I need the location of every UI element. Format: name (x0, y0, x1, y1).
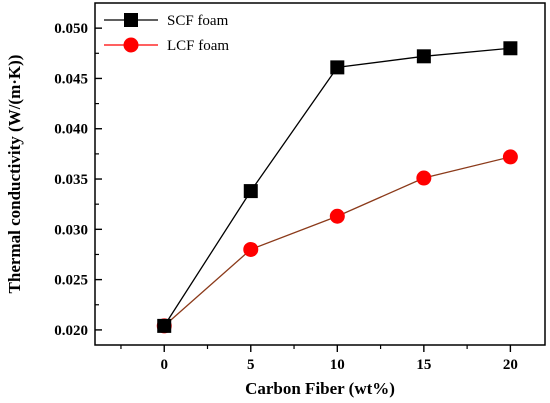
series-layer (156, 41, 518, 334)
x-tick-label: 0 (160, 357, 168, 373)
x-tick-label: 20 (503, 357, 518, 373)
series-line (163, 47, 511, 327)
data-point-circle (329, 208, 345, 224)
data-point-circle (502, 149, 518, 165)
y-tick-label: 0.020 (54, 323, 88, 339)
legend-marker-circle (123, 37, 139, 53)
y-axis-title: Thermal conductivity (W/(m·K)) (5, 55, 24, 294)
y-tick-label: 0.030 (54, 222, 88, 238)
x-axis-title: Carbon Fiber (wt%) (245, 379, 395, 398)
plot-frame (94, 2, 546, 346)
axes: 0.020 0.025 0.030 0.035 0.040 0.045 0.050 0 5 10 1… (54, 21, 518, 373)
legend-entry: LCF foam (104, 37, 229, 54)
y-tick-label: 0.050 (54, 21, 88, 37)
data-point-square (416, 49, 431, 64)
y-tick-label: 0.035 (54, 172, 88, 188)
data-point-circle (243, 241, 259, 257)
legend-label: LCF foam (167, 38, 229, 54)
data-point-square (157, 318, 172, 333)
data-point-circle (416, 170, 432, 186)
series-lcf-foam (156, 149, 518, 334)
data-point-square (330, 60, 345, 75)
data-point-square (503, 41, 518, 56)
legend-label: SCF foam (167, 13, 229, 29)
legend: SCF foam LCF foam (104, 13, 229, 54)
x-tick-label: 10 (330, 357, 345, 373)
series-scf-foam (157, 41, 518, 333)
x-tick-label: 15 (416, 357, 431, 373)
data-point-square (243, 184, 258, 199)
legend-entry: SCF foam (104, 13, 229, 29)
legend-marker-square (124, 13, 138, 27)
x-tick-label: 5 (247, 357, 255, 373)
y-tick-label: 0.025 (54, 273, 88, 289)
y-tick-label: 0.045 (54, 71, 88, 87)
y-tick-label: 0.040 (54, 122, 88, 138)
series-line (163, 156, 511, 327)
